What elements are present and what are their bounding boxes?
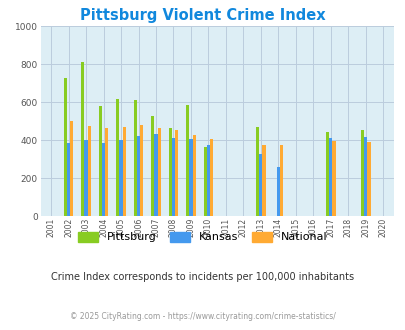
Bar [140,125,143,216]
Bar [168,128,171,216]
Bar [70,121,73,216]
Bar [64,78,67,216]
Bar [102,143,105,216]
Bar [367,142,370,216]
Bar [186,105,189,216]
Text: © 2025 CityRating.com - https://www.cityrating.com/crime-statistics/: © 2025 CityRating.com - https://www.city… [70,312,335,321]
Bar [105,128,108,216]
Text: Pittsburg Violent Crime Index: Pittsburg Violent Crime Index [80,8,325,23]
Bar [209,139,213,216]
Bar [279,145,282,216]
Bar [276,167,279,216]
Bar [192,135,195,216]
Bar [175,130,178,216]
Bar [325,132,328,216]
Bar [207,145,209,216]
Legend: Pittsburg, Kansas, National: Pittsburg, Kansas, National [78,232,327,242]
Bar [363,137,367,216]
Bar [87,126,91,216]
Bar [119,140,122,216]
Bar [122,127,126,216]
Bar [157,128,160,216]
Text: Crime Index corresponds to incidents per 100,000 inhabitants: Crime Index corresponds to incidents per… [51,272,354,282]
Bar [360,130,363,216]
Bar [256,127,259,216]
Bar [259,154,262,216]
Bar [116,99,119,216]
Bar [154,134,157,216]
Bar [203,147,207,216]
Bar [98,106,102,216]
Bar [136,136,140,216]
Bar [332,141,335,216]
Bar [81,62,84,216]
Bar [189,139,192,216]
Bar [262,145,265,216]
Bar [151,115,154,216]
Bar [328,138,332,216]
Bar [84,140,87,216]
Bar [67,143,70,216]
Bar [134,100,136,216]
Bar [171,138,175,216]
